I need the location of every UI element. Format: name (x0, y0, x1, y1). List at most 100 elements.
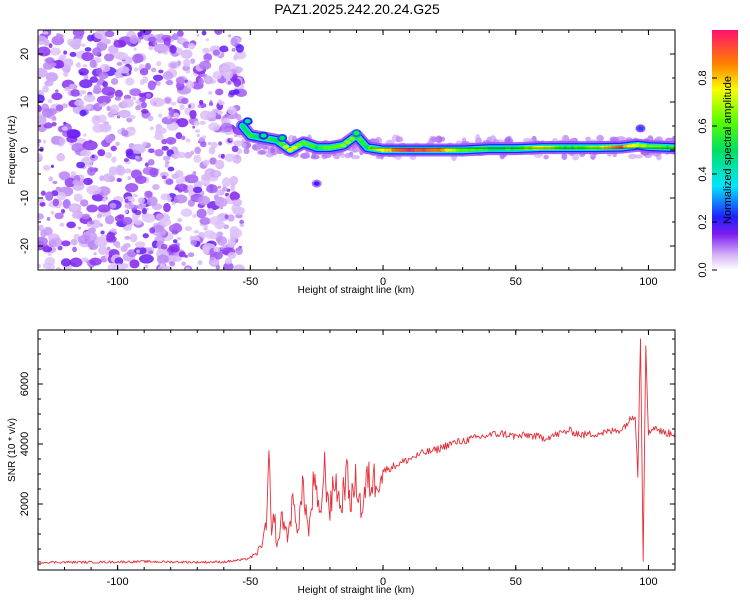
noise-speckle (218, 141, 223, 146)
noise-speckle (104, 214, 115, 225)
noise-speckle (214, 197, 228, 208)
noise-speckle (108, 44, 119, 55)
noise-speckle (239, 84, 245, 90)
noise-speckle (38, 115, 47, 125)
noise-speckle (154, 133, 164, 141)
noise-speckle (116, 165, 126, 176)
noise-speckle (86, 185, 102, 195)
noise-speckle (196, 133, 200, 137)
noise-speckle (180, 49, 193, 59)
noise-speckle (170, 101, 177, 106)
noise-speckle (55, 104, 64, 112)
halo-speckle (561, 152, 568, 161)
noise-speckle (123, 168, 132, 174)
noise-speckle (54, 212, 64, 220)
noise-speckle (159, 263, 165, 268)
noise-speckle (177, 218, 183, 223)
noise-speckle (98, 123, 112, 133)
noise-speckle (72, 30, 85, 37)
noise-speckle (235, 44, 244, 53)
halo-speckle (596, 134, 604, 142)
halo-speckle (352, 147, 360, 153)
noise-speckle (46, 216, 51, 222)
spectral-blob (260, 133, 267, 138)
y-tick-label: 20 (19, 48, 31, 60)
colorbar-label: Normalized spectral amplitude (722, 76, 734, 224)
noise-speckle (38, 143, 41, 147)
ridge-hotspot (360, 141, 367, 146)
noise-speckle (99, 241, 107, 249)
noise-speckle (42, 85, 49, 93)
noise-speckle (96, 213, 102, 219)
noise-speckle (137, 197, 146, 204)
noise-speckle (48, 176, 54, 182)
noise-speckle (63, 50, 68, 55)
y-tick-label: 10 (19, 96, 31, 108)
spectral-blob (637, 126, 644, 131)
noise-speckle (114, 257, 124, 266)
noise-speckle (110, 228, 117, 233)
noise-speckle (82, 140, 98, 151)
noise-speckle (125, 148, 134, 157)
noise-speckle (72, 246, 77, 253)
noise-speckle (199, 120, 206, 126)
noise-speckle (42, 31, 49, 35)
noise-speckle (114, 89, 123, 98)
noise-speckle (70, 203, 79, 210)
ridge-hotspot (344, 140, 351, 144)
ridge-hotspot (482, 146, 489, 151)
noise-speckle (194, 146, 201, 155)
noise-speckle (51, 121, 57, 127)
noise-speckle (153, 43, 169, 54)
snr-y-ticks: 2000 4000 6000 (19, 338, 675, 565)
halo-speckle (396, 136, 404, 143)
noise-speckle (105, 151, 112, 159)
noise-speckle (82, 64, 88, 68)
noise-speckle (217, 185, 222, 189)
noise-speckle (188, 104, 192, 108)
noise-speckle (207, 91, 213, 95)
noise-speckle (185, 80, 195, 89)
noise-speckle (43, 122, 53, 129)
noise-speckle (171, 173, 179, 180)
noise-speckle (61, 126, 68, 131)
noise-speckle (47, 99, 53, 104)
noise-speckle (158, 113, 163, 118)
noise-speckle (150, 67, 157, 73)
halo-speckle (243, 147, 250, 155)
spectrogram-x-axis-label: Height of straight line (km) (298, 285, 415, 296)
noise-speckle (184, 226, 193, 232)
ridge-hotspot (278, 141, 285, 146)
noise-speckle (155, 213, 164, 220)
noise-speckle (227, 241, 237, 248)
noise-speckle (69, 257, 83, 268)
noise-speckle (213, 246, 221, 253)
noise-speckle (69, 40, 82, 49)
noise-speckle (161, 116, 174, 125)
ridge-hotspot (282, 144, 289, 149)
halo-speckle (618, 136, 627, 141)
noise-speckle (72, 179, 80, 186)
noise-speckle (81, 52, 94, 62)
noise-speckle (79, 71, 84, 76)
snr-x-axis-label: Height of straight line (km) (298, 585, 415, 596)
halo-speckle (270, 145, 276, 154)
x-tick-label: -100 (107, 276, 129, 288)
noise-speckle (147, 159, 155, 166)
noise-speckle (163, 202, 171, 213)
noise-speckle (87, 34, 94, 42)
noise-speckle (127, 176, 132, 181)
x-tick-label: -100 (107, 576, 129, 588)
noise-speckle (224, 214, 229, 220)
noise-speckle (133, 194, 138, 198)
noise-speckle (52, 180, 58, 185)
spectrogram-x-ticks: -100 -50 0 50 100 (37, 30, 676, 288)
noise-speckle (42, 61, 54, 70)
noise-speckle (66, 128, 80, 139)
colorbar-ticks: 0.0 0.2 0.4 0.6 0.8 (697, 70, 717, 278)
ridge-hotspot (356, 137, 364, 142)
halo-speckle (241, 142, 247, 149)
noise-speckle (202, 47, 210, 54)
spectrogram-y-ticks: -20 -10 0 10 20 (19, 29, 675, 271)
noise-speckle (108, 166, 118, 176)
